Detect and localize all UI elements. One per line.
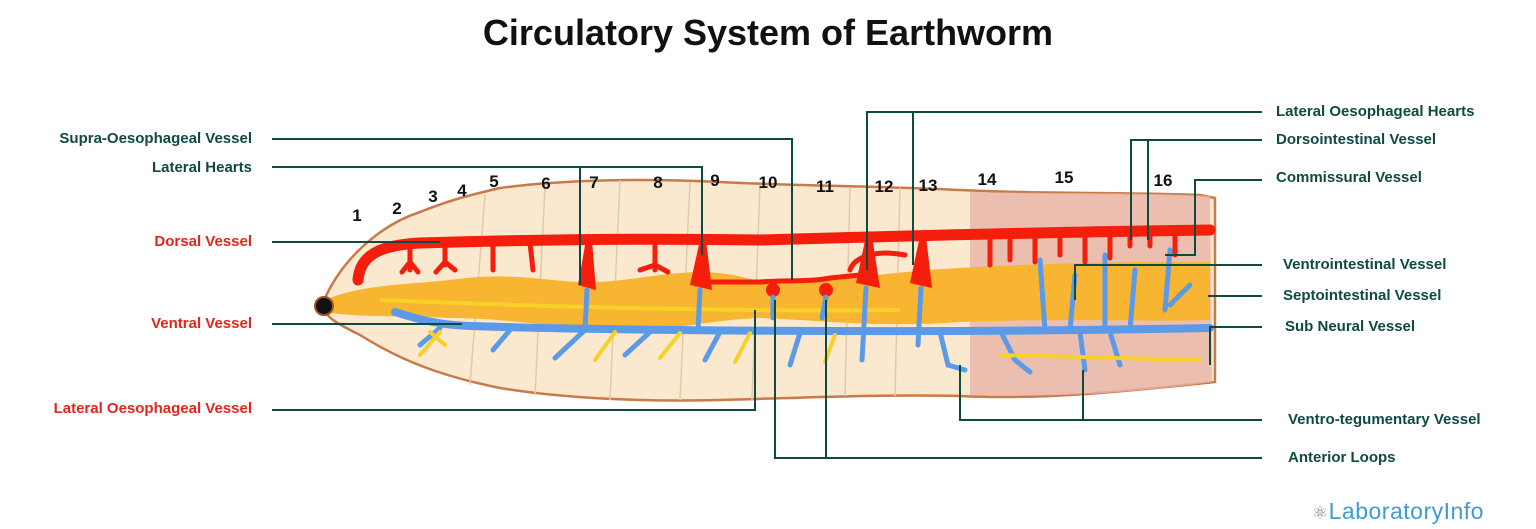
label-ventrointestinal-vessel: Ventrointestinal Vessel (1283, 256, 1447, 273)
label-dorsal-vessel: Dorsal Vessel (154, 233, 252, 250)
label-lateral-oesophageal-vessel: Lateral Oesophageal Vessel (53, 400, 252, 417)
anterior-loop (766, 283, 780, 297)
segment-number: 12 (874, 177, 894, 196)
laboratoryinfo-logo: ⚛LaboratoryInfo (1312, 498, 1484, 525)
segment-number: 10 (758, 173, 778, 192)
label-dorsointestinal-vessel: Dorsointestinal Vessel (1276, 131, 1437, 148)
segment-number: 11 (816, 177, 834, 196)
label-lateral-hearts: Lateral Hearts (151, 159, 252, 176)
hearts (578, 236, 932, 297)
segment-number: 7 (589, 173, 599, 192)
segment-number: 15 (1054, 168, 1074, 187)
segment-number: 3 (428, 187, 438, 206)
atom-icon: ⚛ (1312, 503, 1329, 523)
label-lateral-oesophageal-hearts: Lateral Oesophageal Hearts (1276, 103, 1475, 120)
lateral-heart (690, 240, 712, 290)
segment-number: 1 (352, 206, 362, 225)
leader-lines (272, 111, 1262, 459)
diagram-title: Circulatory System of Earthworm (482, 12, 1054, 53)
lateral-heart (578, 240, 596, 290)
segment-number: 2 (392, 199, 402, 218)
segment-number: 9 (710, 171, 720, 190)
segment-number: 6 (541, 174, 551, 193)
logo-text: LaboratoryInfo (1328, 498, 1484, 524)
label-commissural-vessel: Commissural Vessel (1276, 169, 1422, 186)
segment-number: 16 (1153, 171, 1173, 190)
label-supra-oesophageal-vessel: Supra-Oesophageal Vessel (59, 130, 252, 147)
label-ventral-vessel: Ventral Vessel (151, 315, 252, 332)
label-anterior-loops: Anterior Loops (1288, 449, 1396, 466)
segment-number: 5 (489, 172, 499, 191)
label-septointestinal-vessel: Septointestinal Vessel (1283, 287, 1442, 304)
gut (325, 262, 1210, 332)
anterior-loop (819, 283, 833, 297)
segment-number: 14 (977, 170, 997, 189)
segment-number: 4 (457, 181, 467, 200)
label-ventro-tegumentary-vessel: Ventro-tegumentary Vessel (1288, 411, 1481, 428)
segment-number: 8 (653, 173, 663, 192)
mouth (314, 296, 334, 316)
segment-number: 13 (918, 176, 938, 195)
dorsal-vessel (352, 224, 1216, 286)
lateral-oesophageal-heart (910, 236, 932, 288)
label-sub-neural-vessel: Sub Neural Vessel (1285, 318, 1416, 335)
